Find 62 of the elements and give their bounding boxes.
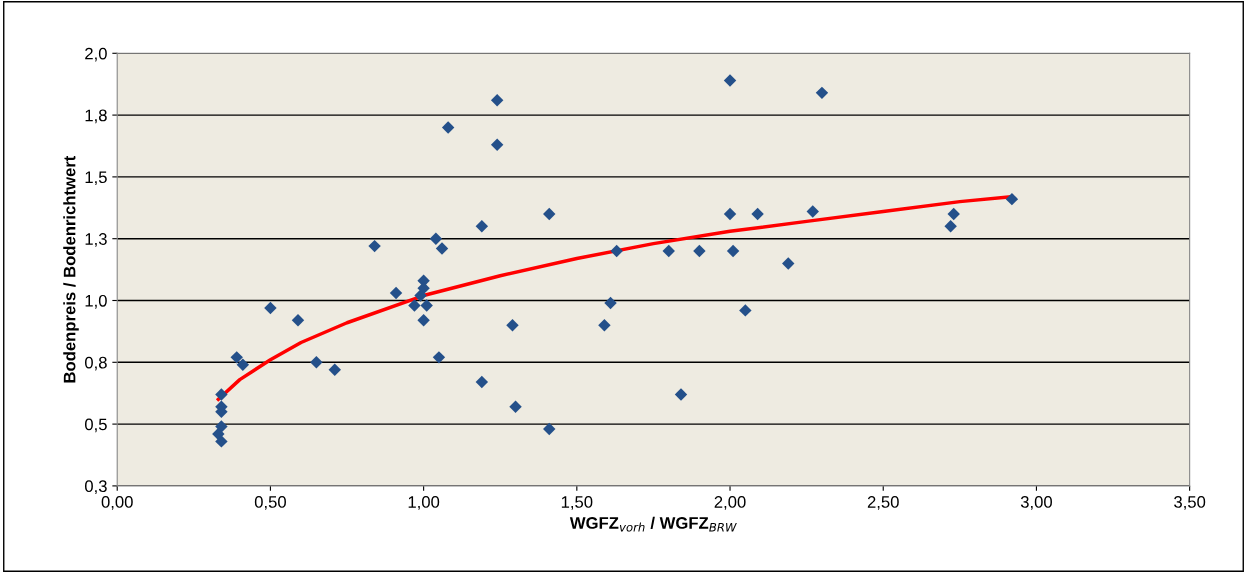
x-tick-label: 2,00 xyxy=(714,496,746,510)
point xyxy=(414,289,427,302)
point xyxy=(432,351,446,364)
point xyxy=(726,244,740,258)
x-tick-label: 2,50 xyxy=(867,496,899,510)
point xyxy=(751,207,764,221)
x-tick-label: 0,00 xyxy=(101,496,133,510)
point xyxy=(723,207,737,221)
point xyxy=(215,388,228,401)
point xyxy=(328,363,341,376)
point xyxy=(429,232,443,245)
point xyxy=(506,319,519,332)
y-tick-label: 1,3 xyxy=(85,233,107,247)
point xyxy=(230,351,243,364)
y-tick-label: 1,0 xyxy=(85,294,107,309)
point xyxy=(509,400,522,414)
point xyxy=(947,207,960,221)
point xyxy=(490,94,504,107)
point xyxy=(693,244,706,258)
point xyxy=(674,388,688,401)
point xyxy=(610,244,623,258)
point xyxy=(1005,192,1019,206)
y-tick-label: 1,5 xyxy=(85,171,107,186)
point xyxy=(215,435,228,448)
point xyxy=(782,257,795,270)
point xyxy=(490,138,504,151)
point xyxy=(604,296,617,310)
y-tick-label: 0,3 xyxy=(84,480,107,495)
point xyxy=(475,375,489,389)
point xyxy=(236,358,250,371)
point xyxy=(291,314,305,327)
point xyxy=(420,299,433,312)
x-axis-title: WGFZ$_{vorh}$ / WGFZ$_{BRW}$ xyxy=(569,516,737,532)
point xyxy=(598,319,611,332)
x-tick-label: 0,50 xyxy=(254,496,286,510)
point xyxy=(723,74,737,87)
point xyxy=(389,286,403,300)
point xyxy=(806,205,819,218)
point xyxy=(543,207,556,221)
point xyxy=(543,422,556,436)
point xyxy=(368,239,381,253)
point xyxy=(739,304,752,317)
point xyxy=(408,299,421,312)
point xyxy=(264,301,277,315)
x-tick-label: 3,50 xyxy=(1174,496,1206,510)
point xyxy=(310,356,323,369)
point xyxy=(435,242,449,255)
x-tick-label: 1,50 xyxy=(561,496,593,510)
point xyxy=(475,220,489,233)
x-tick-label: 3,00 xyxy=(1020,496,1052,510)
y-tick-label: 1,8 xyxy=(85,109,107,124)
point xyxy=(944,220,957,233)
point xyxy=(815,86,829,100)
point xyxy=(441,121,455,134)
y-tick-label: 2,0 xyxy=(85,47,107,62)
point xyxy=(417,314,430,327)
y-tick-label: 0,8 xyxy=(84,356,107,371)
x-tick-label: 1,00 xyxy=(408,496,440,510)
y-axis-title: Bodenpreis / Bodenrichtwert xyxy=(63,155,79,383)
point xyxy=(662,244,675,258)
y-tick-label: 0,5 xyxy=(84,418,107,433)
point xyxy=(215,420,228,433)
